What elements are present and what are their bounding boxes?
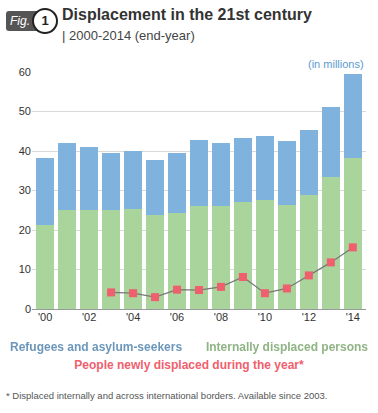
- svg-text:'02: '02: [82, 311, 96, 323]
- html-text:1: 1: [41, 13, 49, 28]
- html-text:Fig.: Fig.: [10, 14, 30, 28]
- svg-text:'06: '06: [170, 311, 184, 323]
- html-text:* Displaced internally and acr: * Displaced internally and across intern…: [6, 390, 328, 401]
- svg-text:'08: '08: [214, 311, 228, 323]
- svg-text:'12: '12: [302, 311, 316, 323]
- html-text:Internally displaced persons: Internally displaced persons: [205, 340, 368, 354]
- html-text:People newly displaced during: People newly displaced during the year*: [74, 358, 304, 372]
- svg-text:'10: '10: [258, 311, 272, 323]
- svg-text:40: 40: [19, 145, 31, 157]
- html-text:Displacement in the 21st centu: Displacement in the 21st century: [62, 6, 312, 23]
- svg-text:10: 10: [19, 263, 31, 275]
- html-text:| 2000-2014 (end-year): | 2000-2014 (end-year): [62, 28, 195, 43]
- svg-text:20: 20: [19, 224, 31, 236]
- html-text:Refugees and asylum-seekers: Refugees and asylum-seekers: [10, 340, 183, 354]
- svg-text:60: 60: [19, 66, 31, 78]
- svg-text:30: 30: [19, 184, 31, 196]
- svg-text:'00: '00: [38, 311, 52, 323]
- svg-text:50: 50: [19, 105, 31, 117]
- svg-text:0: 0: [25, 303, 31, 315]
- svg-text:(in millions): (in millions): [308, 58, 364, 70]
- svg-text:'14: '14: [346, 311, 360, 323]
- svg-text:'04: '04: [126, 311, 140, 323]
